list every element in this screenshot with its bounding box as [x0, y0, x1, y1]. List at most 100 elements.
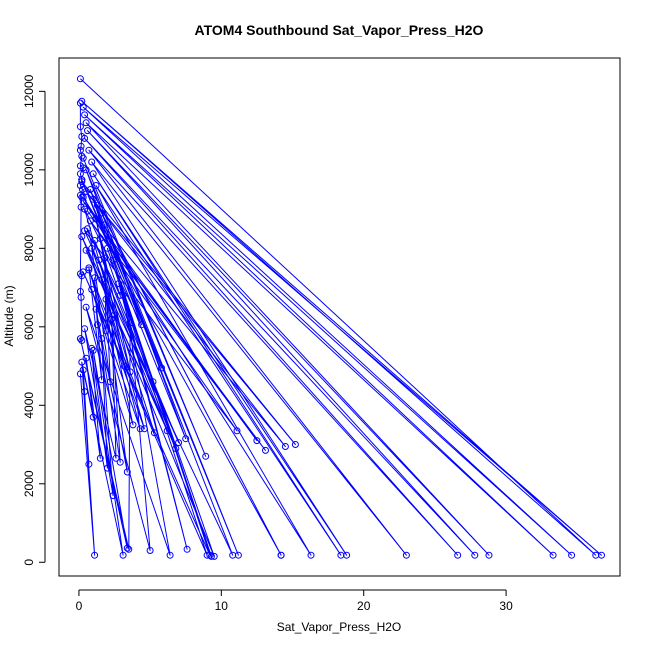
data-point — [183, 545, 191, 553]
data-point — [78, 152, 86, 160]
data-point — [76, 191, 84, 199]
data-point — [84, 225, 91, 233]
data-point — [89, 413, 97, 421]
data-point — [78, 133, 86, 140]
data-point — [92, 215, 100, 223]
data-point — [79, 366, 87, 374]
data-point — [337, 551, 345, 559]
data-point — [79, 154, 87, 162]
data-point — [81, 325, 89, 333]
data-point — [96, 235, 104, 242]
data-point — [78, 193, 86, 201]
data-point — [182, 435, 190, 443]
data-point — [76, 146, 84, 154]
data-point — [76, 123, 84, 131]
data-point — [88, 344, 96, 352]
data-point — [138, 321, 146, 329]
data-point — [111, 311, 118, 319]
data-point — [103, 464, 111, 472]
data-point — [471, 551, 479, 559]
data-point — [78, 358, 86, 366]
data-point — [88, 158, 96, 166]
data-point — [210, 552, 218, 560]
data-point — [112, 454, 120, 462]
data-point — [76, 75, 84, 83]
data-point — [82, 187, 90, 195]
data-point — [125, 545, 133, 553]
data-point — [598, 551, 605, 559]
x-axis-label: Sat_Vapor_Press_H2O — [277, 620, 402, 634]
data-point — [568, 551, 576, 559]
data-point — [96, 454, 104, 462]
data-point — [77, 142, 85, 150]
data-point — [150, 429, 158, 437]
data-point — [175, 439, 183, 447]
data-point — [281, 443, 289, 450]
data-point — [234, 551, 242, 559]
data-point — [149, 378, 157, 386]
data-point — [485, 551, 493, 559]
data-point — [202, 452, 210, 460]
data-point — [172, 445, 180, 452]
data-point — [262, 446, 269, 454]
data-point — [79, 186, 86, 193]
data-point — [81, 205, 89, 213]
data-point — [116, 458, 124, 466]
series-line — [81, 157, 207, 457]
data-point — [85, 460, 93, 468]
data-point — [101, 254, 109, 262]
y-tick-label: 2000 — [22, 470, 36, 497]
chart-title: ATOM4 Southbound Sat_Vapor_Press_H2O — [195, 22, 484, 38]
x-tick-label: 10 — [215, 599, 229, 613]
data-point — [78, 272, 86, 280]
data-point — [203, 551, 211, 559]
data-point — [81, 111, 89, 119]
data-point — [116, 291, 124, 299]
y-tick-label: 6000 — [22, 313, 36, 340]
data-point — [85, 264, 93, 272]
x-tick-label: 20 — [357, 599, 371, 613]
data-point — [76, 182, 84, 189]
data-point — [79, 164, 87, 172]
data-point — [82, 303, 90, 311]
data-point — [76, 288, 84, 295]
y-tick-label: 10000 — [22, 153, 36, 187]
data-point — [119, 551, 127, 559]
data-point — [88, 244, 96, 252]
data-point — [307, 551, 315, 559]
data-point — [78, 176, 86, 184]
data-point — [85, 146, 93, 154]
data-point — [166, 551, 174, 559]
data-point — [98, 376, 106, 384]
data-point — [207, 552, 215, 560]
data-point — [126, 368, 134, 376]
y-tick-label: 8000 — [22, 235, 36, 262]
data-point — [121, 362, 128, 370]
data-point — [229, 551, 237, 559]
y-tick-label: 0 — [22, 559, 36, 566]
data-point — [253, 437, 261, 445]
data-point — [81, 388, 89, 396]
data-point — [106, 378, 114, 386]
plot-frame — [58, 57, 621, 577]
data-point — [343, 551, 351, 559]
data-point — [85, 266, 93, 274]
data-point — [78, 337, 86, 344]
data-point — [77, 293, 85, 301]
data-point — [206, 551, 214, 559]
y-tick-label: 12000 — [22, 74, 36, 108]
data-point — [109, 492, 117, 500]
data-point — [549, 551, 557, 559]
data-point — [84, 127, 91, 135]
data-point — [454, 551, 462, 559]
data-point — [277, 551, 285, 559]
data-point — [123, 468, 131, 476]
data-point — [136, 425, 144, 433]
plot-area: 0 10 20 30 0 2000 4000 6000 8000 10000 12000 — [22, 57, 621, 613]
data-point — [91, 551, 99, 559]
data-point — [76, 170, 84, 178]
data-point — [89, 170, 97, 178]
data-point — [129, 421, 137, 429]
data-point — [79, 197, 87, 205]
y-tick-label: 4000 — [22, 392, 36, 419]
